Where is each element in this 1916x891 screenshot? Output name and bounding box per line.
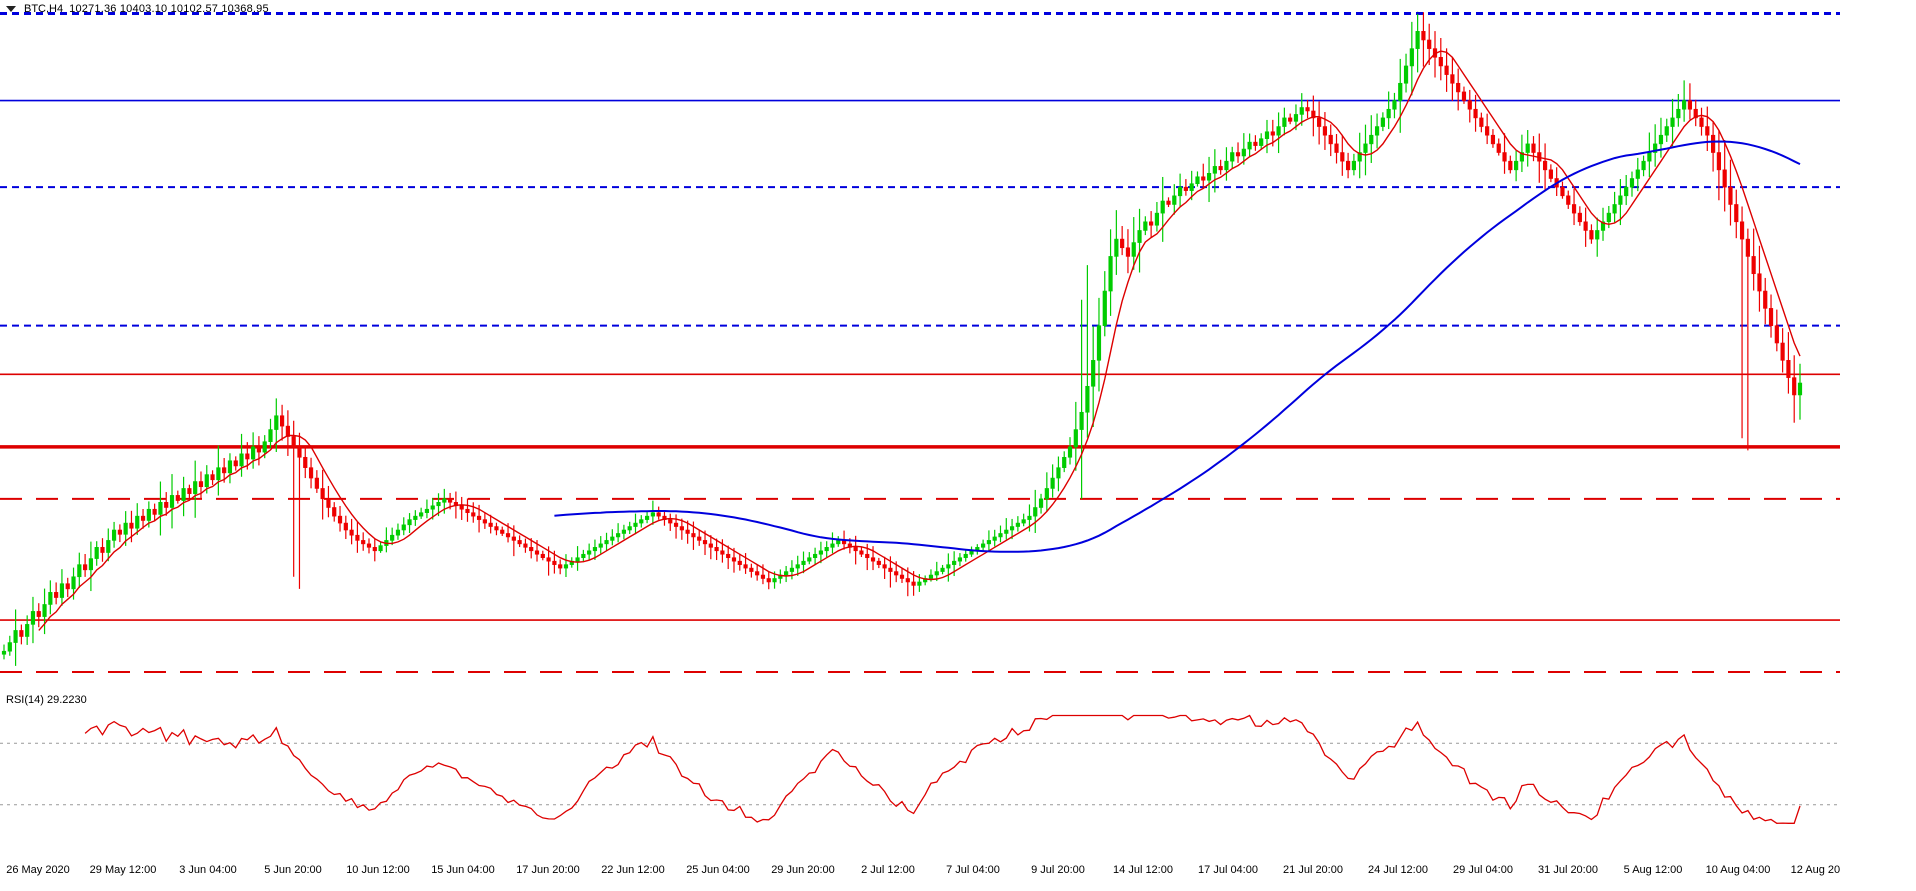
time-axis-label: 31 Jul 20:00	[1538, 864, 1598, 876]
time-axis-label: 3 Jun 04:00	[179, 864, 237, 876]
rsi-chart-svg	[0, 714, 1840, 824]
candlestick-series	[1, 11, 1803, 666]
rsi-line	[84, 714, 1801, 824]
time-axis-label: 22 Jun 12:00	[601, 864, 665, 876]
time-axis-label: 14 Jul 12:00	[1113, 864, 1173, 876]
rsi-title: RSI(14) 29.2230	[6, 694, 87, 706]
time-axis-label: 26 May 2020	[6, 864, 70, 876]
time-axis-label: 10 Jun 12:00	[346, 864, 410, 876]
time-axis-label: 29 Jun 20:00	[771, 864, 835, 876]
price-chart-svg	[0, 11, 1840, 673]
time-axis-label: 15 Jun 04:00	[431, 864, 495, 876]
time-axis-label: 7 Jul 04:00	[946, 864, 1000, 876]
time-axis-label: 25 Jun 04:00	[686, 864, 750, 876]
time-axis-label: 24 Jul 12:00	[1368, 864, 1428, 876]
chart-header: BTC,H4 10271.36 10403.10 10102.57 10368.…	[6, 2, 269, 16]
time-axis-label: 17 Jun 20:00	[516, 864, 580, 876]
ohlc-values: 10271.36 10403.10 10102.57 10368.95	[69, 3, 269, 15]
time-axis-label: 12 Aug 20:00	[1790, 864, 1856, 876]
time-axis-label: 9 Jul 20:00	[1031, 864, 1085, 876]
rsi-pane[interactable]	[0, 694, 1840, 854]
price-axis[interactable]: 12311.5012120.1011928.7011737.3011540.10…	[1840, 0, 1916, 891]
time-axis-label: 29 Jul 04:00	[1453, 864, 1513, 876]
time-axis-label: 5 Aug 12:00	[1623, 864, 1683, 876]
time-axis-label: 29 May 12:00	[89, 864, 157, 876]
ma-fast-line	[38, 50, 1801, 631]
time-axis-label: 21 Jul 20:00	[1283, 864, 1343, 876]
ma-slow-line	[554, 140, 1801, 553]
symbol-label: BTC,H4	[24, 3, 64, 15]
price-pane[interactable]	[0, 0, 1840, 690]
time-axis-label: 2 Jul 12:00	[861, 864, 915, 876]
time-axis[interactable]: 26 May 2020 29 May 12:00 3 Jun 04:00 5 Jun …	[0, 856, 1855, 890]
time-axis-label: 10 Aug 04:00	[1705, 864, 1771, 876]
triangle-down-icon[interactable]	[6, 6, 16, 12]
time-axis-label: 5 Jun 20:00	[264, 864, 322, 876]
time-axis-label: 17 Jul 04:00	[1198, 864, 1258, 876]
